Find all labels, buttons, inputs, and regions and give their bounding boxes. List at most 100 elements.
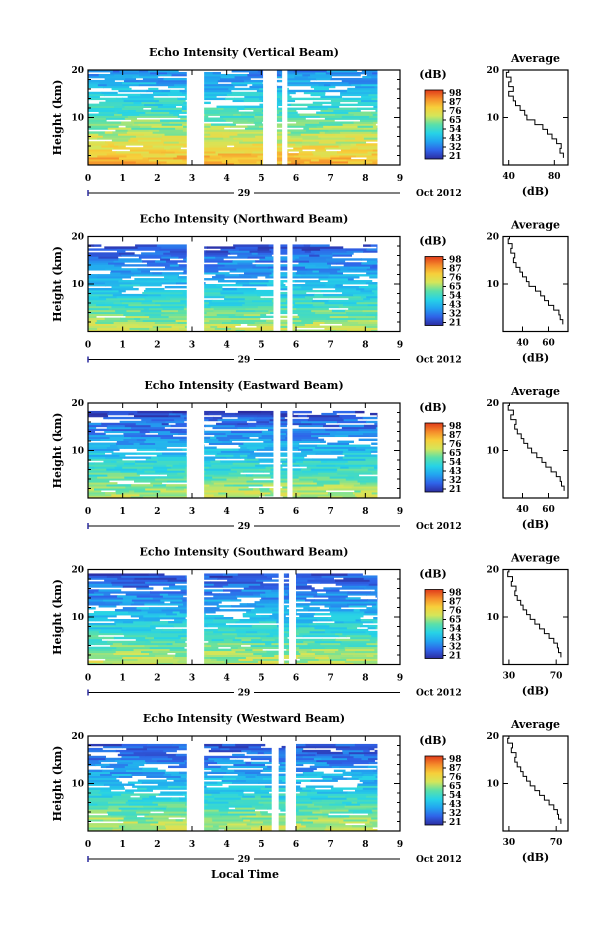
heatmap-cell bbox=[142, 77, 164, 81]
heatmap-cell bbox=[94, 254, 122, 257]
heatmap-cell bbox=[110, 486, 126, 489]
heatmap-cell bbox=[194, 809, 220, 812]
heatmap-cell bbox=[303, 640, 316, 644]
heatmap-cell bbox=[249, 282, 284, 285]
heatmap-cell bbox=[229, 270, 246, 273]
heatmap-cell bbox=[376, 799, 379, 802]
heatmap-cell bbox=[308, 75, 332, 79]
heatmap-cell bbox=[209, 155, 223, 158]
heatmap-cell bbox=[337, 472, 373, 475]
heatmap-cell bbox=[234, 769, 264, 773]
colorbar-unit: (dB) bbox=[419, 734, 446, 747]
heatmap-cell bbox=[288, 440, 321, 443]
heatmap-cell bbox=[321, 757, 348, 761]
heatmap-cell bbox=[127, 781, 143, 784]
heatmap-cell bbox=[172, 743, 196, 747]
heatmap-cell bbox=[94, 642, 114, 646]
heatmap-cell bbox=[88, 291, 122, 295]
heatmap-cell bbox=[88, 309, 116, 313]
heatmap-cell bbox=[340, 91, 347, 95]
heatmap-cell bbox=[101, 422, 137, 426]
heatmap-cell bbox=[292, 285, 302, 289]
heatmap-cell bbox=[121, 626, 156, 630]
heatmap-cell bbox=[208, 466, 233, 469]
y-axis-label: Height (km) bbox=[51, 246, 64, 322]
heatmap-cell bbox=[343, 418, 358, 422]
heatmap-cell bbox=[146, 747, 181, 751]
heatmap-cell bbox=[139, 73, 160, 77]
heatmap-cell bbox=[222, 486, 249, 489]
heatmap-cell bbox=[170, 89, 181, 93]
heatmap-cell bbox=[105, 601, 123, 604]
heatmap-cell bbox=[147, 634, 179, 638]
heatmap-cell bbox=[214, 797, 242, 800]
heatmap-cell bbox=[165, 825, 189, 828]
heatmap-cell bbox=[158, 579, 169, 582]
heatmap-cell bbox=[103, 660, 124, 663]
heatmap-cell bbox=[88, 123, 114, 126]
heatmap-cell bbox=[146, 444, 183, 447]
heatmap-cell bbox=[165, 295, 187, 299]
heatmap-cell bbox=[224, 484, 235, 487]
heatmap-cell bbox=[88, 654, 122, 657]
heatmap-cell bbox=[195, 119, 227, 122]
heatmap-cell bbox=[104, 458, 123, 461]
heatmap-cell bbox=[331, 131, 341, 134]
heatmap-cell bbox=[141, 418, 153, 422]
heatmap-cell bbox=[242, 77, 251, 81]
heatmap-cell bbox=[145, 759, 158, 763]
heatmap-cell bbox=[315, 149, 327, 152]
heatmap-cell bbox=[138, 79, 159, 83]
heatmap-cell bbox=[190, 321, 223, 324]
heatmap-cell bbox=[363, 137, 379, 140]
heatmap-cell bbox=[143, 805, 168, 808]
date-label: Oct 2012 bbox=[416, 689, 462, 699]
heatmap-cell bbox=[265, 591, 286, 594]
heatmap-cell bbox=[298, 305, 315, 309]
heatmap-cell bbox=[310, 73, 332, 77]
heatmap-cell bbox=[365, 420, 379, 424]
heatmap-cell bbox=[164, 311, 175, 315]
colorbar-tick-label: 43 bbox=[449, 301, 462, 311]
heatmap-cell bbox=[220, 77, 243, 81]
heatmap-cell bbox=[200, 81, 219, 85]
heatmap-cell bbox=[98, 605, 117, 608]
heatmap-cell bbox=[276, 123, 306, 126]
heatmap-cell bbox=[224, 295, 261, 299]
heatmap-cell bbox=[160, 490, 194, 493]
heatmap-cell bbox=[282, 486, 289, 489]
heatmap-cell bbox=[207, 131, 239, 134]
heatmap-cell bbox=[178, 605, 194, 608]
heatmap-cell bbox=[359, 119, 379, 122]
average-title: Average bbox=[510, 385, 560, 398]
heatmap-cell bbox=[291, 161, 305, 164]
heatmap-cell bbox=[335, 583, 370, 586]
heatmap-cell bbox=[161, 256, 180, 259]
heatmap-cell bbox=[226, 490, 261, 493]
heatmap-cell bbox=[151, 628, 163, 632]
heatmap-cell bbox=[153, 91, 183, 95]
heatmap-cell bbox=[294, 617, 329, 620]
heatmap-cell bbox=[311, 789, 344, 792]
heatmap-cell bbox=[193, 632, 217, 636]
heatmap-cell bbox=[88, 295, 100, 299]
heatmap-cell bbox=[173, 157, 195, 160]
heatmap-cell bbox=[342, 452, 372, 455]
heatmap-cell bbox=[217, 626, 246, 630]
heatmap-cell bbox=[222, 632, 238, 636]
heatmap-cell bbox=[375, 640, 379, 644]
heatmap-cell bbox=[332, 410, 356, 414]
heatmap-cell bbox=[134, 642, 168, 646]
heatmap-cell bbox=[294, 470, 303, 473]
heatmap-cell bbox=[270, 476, 300, 479]
heatmap-cell bbox=[261, 615, 271, 618]
heatmap-cell bbox=[154, 260, 167, 263]
heatmap-cell bbox=[364, 611, 379, 614]
heatmap-cell bbox=[353, 654, 368, 657]
heatmap-cell bbox=[165, 827, 190, 830]
heatmap-cell bbox=[309, 119, 335, 122]
heatmap-cell bbox=[103, 819, 119, 822]
heatmap-cell bbox=[366, 270, 379, 273]
heatmap-cell bbox=[88, 482, 118, 485]
heatmap-cell bbox=[351, 775, 363, 778]
